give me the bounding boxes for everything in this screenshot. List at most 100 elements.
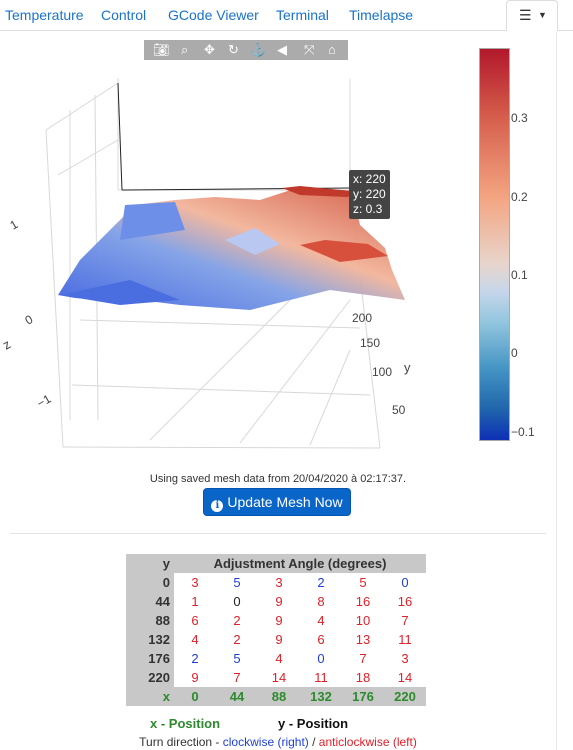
anticlockwise-legend: anticlockwise (left)	[318, 735, 417, 749]
colorbar-tick: −0.1	[511, 425, 535, 439]
row-y-label: 44	[126, 592, 174, 611]
clockwise-legend: clockwise (right)	[222, 735, 309, 749]
table-cell: 9	[275, 594, 283, 609]
table-cell: 0	[401, 575, 409, 590]
table-cell: 16	[397, 594, 413, 609]
row-y-label: 132	[126, 630, 174, 649]
table-cell: 3	[275, 575, 283, 590]
mesh-surface-plot[interactable]: 1 0 −1 z 200 150 100 50 y	[0, 60, 470, 460]
table-cell: 14	[271, 670, 287, 685]
tab-gcode-viewer[interactable]: GCode Viewer	[168, 7, 259, 23]
caret-down-icon: ▼	[538, 10, 547, 20]
y-tick-label: 200	[352, 311, 372, 325]
adjustment-angle-table: y Adjustment Angle (degrees) 0 3 5 3 2 5…	[126, 554, 426, 706]
table-cell: 9	[275, 632, 283, 647]
table-cell: 2	[191, 651, 199, 666]
x-value: 44	[216, 687, 258, 706]
colorbar-tick: 0.2	[511, 190, 528, 204]
table-cell: 5	[233, 575, 241, 590]
tab-bar: Temperature Control GCode Viewer Termina…	[0, 0, 573, 31]
x-value: 176	[342, 687, 384, 706]
colorbar	[479, 48, 510, 441]
table-cell: 2	[233, 632, 241, 647]
table-cell: 7	[359, 651, 367, 666]
table-cell: 6	[191, 613, 199, 628]
more-tabs-dropdown[interactable]: ☰ ▼	[506, 0, 558, 31]
tab-terminal[interactable]: Terminal	[276, 7, 329, 23]
tooltip-z: z: 0.3	[353, 202, 383, 216]
table-cell: 9	[275, 613, 283, 628]
hover-tooltip: x: 220 y: 220 z: 0.3	[349, 170, 390, 219]
colorbar-tick: 0.1	[511, 268, 528, 282]
tab-temperature[interactable]: Temperature	[5, 7, 84, 23]
z-tick-label: 0	[23, 312, 36, 328]
plot-gridlines	[45, 78, 381, 449]
x-values-row: x 0 44 88 132 176 220	[126, 687, 426, 706]
table-cell: 2	[233, 613, 241, 628]
table-cell: 16	[355, 594, 371, 609]
table-row: 176 2 5 4 0 7 3	[126, 649, 426, 668]
table-cell: 9	[191, 670, 199, 685]
plot-modebar: 📷︎ ⌕ ✥ ↻ ⚓ ◀ ⤧ ⌂	[144, 40, 348, 60]
camera-icon[interactable]: 📷︎	[153, 42, 170, 57]
turn-direction-legend: Turn direction - clockwise (right) / ant…	[0, 735, 556, 749]
table-cell: 3	[401, 651, 409, 666]
tooltip-x: x: 220	[353, 172, 386, 186]
table-row: 220 9 7 14 11 18 14	[126, 668, 426, 687]
row-y-label: 88	[126, 611, 174, 630]
x-position-legend: x - Position	[150, 716, 221, 731]
table-cell: 2	[317, 575, 325, 590]
info-circle-icon: i	[211, 500, 224, 512]
zoom-icon[interactable]: ⌕	[181, 42, 189, 57]
table-corner-label: y	[126, 554, 174, 573]
tab-control[interactable]: Control	[101, 7, 147, 23]
x-value: 88	[258, 687, 300, 706]
table-cell: 3	[191, 575, 199, 590]
z-tick-label: 1	[8, 217, 21, 233]
table-cell: 5	[233, 651, 241, 666]
turntable-icon[interactable]: ⚓	[250, 42, 267, 57]
row-y-label: 220	[126, 668, 174, 687]
table-cell: 6	[317, 632, 325, 647]
section-divider	[10, 533, 546, 534]
table-row: 88 6 2 9 4 10 7	[126, 611, 426, 630]
y-position-legend: y - Position	[278, 716, 349, 731]
turn-direction-prefix: Turn direction -	[139, 735, 223, 749]
row-y-label: 176	[126, 649, 174, 668]
surface-high-peak	[282, 186, 352, 197]
reset-camera-icon[interactable]: ◀	[277, 42, 287, 57]
table-cell: 4	[275, 651, 283, 666]
x-value: 220	[384, 687, 426, 706]
y-tick-label: 150	[360, 336, 380, 350]
surface-high-patch	[300, 240, 388, 262]
table-cell: 0	[233, 594, 241, 609]
table-cell: 1	[191, 594, 199, 609]
pan-icon[interactable]: ✥	[204, 42, 215, 57]
update-mesh-button[interactable]: i Update Mesh Now	[203, 488, 351, 516]
row-y-label: 0	[126, 573, 174, 592]
table-row: 0 3 5 3 2 5 0	[126, 573, 426, 592]
tab-timelapse[interactable]: Timelapse	[349, 7, 414, 23]
x-value: 0	[174, 687, 216, 706]
list-menu-icon: ☰	[519, 7, 532, 23]
mesh-data-status: Using saved mesh data from 20/04/2020 à …	[149, 473, 407, 485]
table-row: 44 1 0 9 8 16 16	[126, 592, 426, 611]
table-cell: 13	[355, 632, 371, 647]
surface-low-patch	[120, 202, 185, 240]
x-row-label: x	[126, 687, 174, 706]
orbit-icon[interactable]: ↻	[228, 42, 239, 57]
table-cell: 7	[401, 613, 409, 628]
y-tick-label: 100	[372, 365, 392, 379]
surface-dip	[225, 228, 280, 255]
autoscale-icon[interactable]: ⤧	[304, 42, 315, 57]
table-title: Adjustment Angle (degrees)	[174, 554, 426, 573]
y-tick-label: 50	[392, 403, 406, 417]
table-row: 132 4 2 9 6 13 11	[126, 630, 426, 649]
home-icon[interactable]: ⌂	[328, 42, 336, 57]
surface-low-patch	[60, 280, 180, 305]
table-cell: 0	[317, 651, 325, 666]
table-cell: 10	[355, 613, 371, 628]
z-axis-title: z	[0, 336, 13, 352]
scrollbar[interactable]	[556, 32, 557, 750]
colorbar-tick: 0	[511, 346, 518, 360]
